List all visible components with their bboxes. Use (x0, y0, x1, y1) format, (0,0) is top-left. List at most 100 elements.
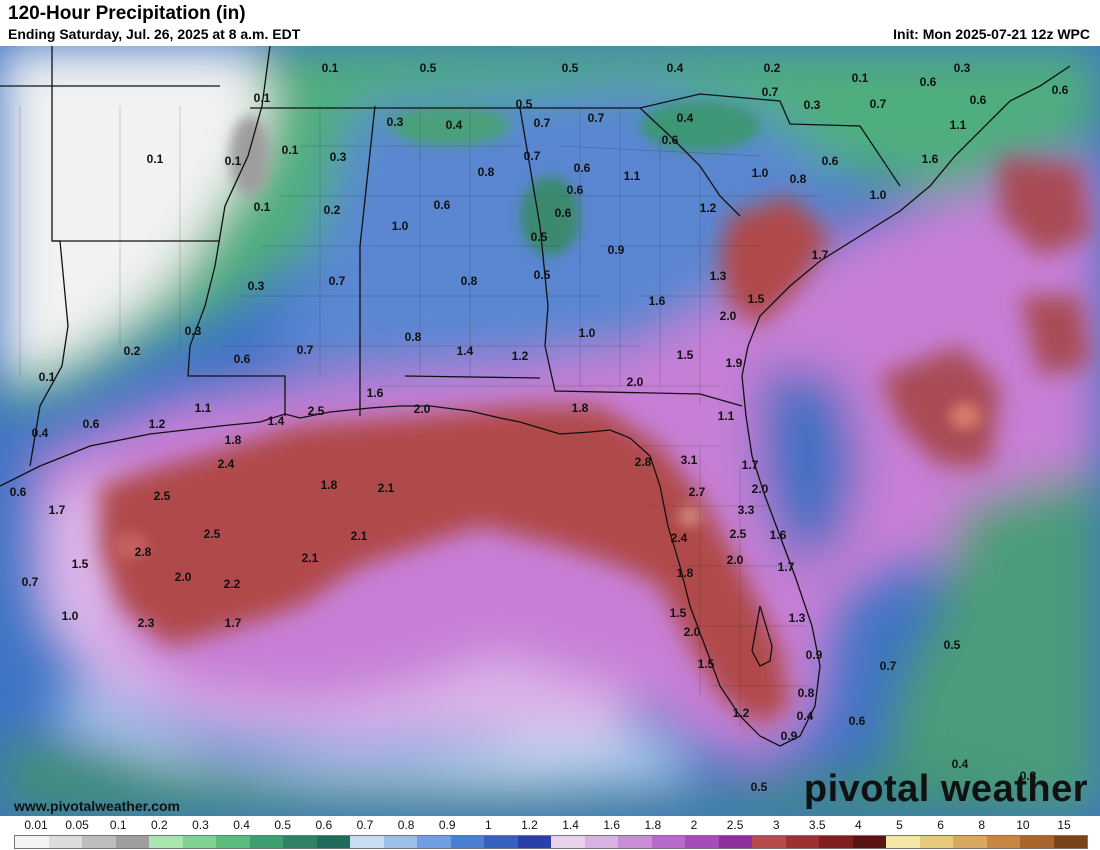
precip-value-label: 1.1 (950, 118, 967, 132)
precip-value-label: 1.0 (62, 609, 79, 623)
legend-label: 5 (896, 818, 903, 832)
precip-value-label: 2.0 (684, 625, 701, 639)
map-header: 120-Hour Precipitation (in) Ending Satur… (0, 0, 1100, 46)
precip-value-label: 0.6 (434, 198, 451, 212)
precip-value-label: 2.1 (302, 551, 319, 565)
precip-value-label: 2.4 (218, 457, 235, 471)
legend-label: 6 (937, 818, 944, 832)
precip-value-label: 0.1 (254, 91, 271, 105)
precip-value-label: 0.1 (225, 154, 242, 168)
precip-value-label: 0.5 (531, 230, 548, 244)
legend-label: 1.2 (521, 818, 538, 832)
precip-value-label: 2.5 (308, 404, 325, 418)
precip-value-label: 1.5 (670, 606, 687, 620)
init-time: Init: Mon 2025-07-21 12z WPC (893, 26, 1090, 42)
precip-value-label: 0.4 (952, 757, 969, 771)
legend-label: 4 (855, 818, 862, 832)
precip-value-label: 1.0 (870, 188, 887, 202)
precip-value-label: 1.0 (579, 326, 596, 340)
precip-value-label: 0.5 (420, 61, 437, 75)
website-url[interactable]: www.pivotalweather.com (14, 798, 180, 814)
legend-swatch (752, 836, 786, 848)
legend-swatch (350, 836, 384, 848)
precip-value-label: 3.3 (738, 503, 755, 517)
precip-value-label: 3.1 (681, 453, 698, 467)
precip-value-label: 0.2 (324, 203, 341, 217)
legend-label: 2.5 (726, 818, 744, 832)
precip-value-label: 2.8 (635, 455, 652, 469)
precip-value-label: 0.3 (954, 61, 971, 75)
legend-swatch (283, 836, 317, 848)
precip-value-label: 0.8 (405, 330, 422, 344)
precip-value-label: 1.7 (778, 560, 795, 574)
precip-value-label: 0.8 (790, 172, 807, 186)
precip-value-label: 0.6 (1052, 83, 1069, 97)
legend-label: 0.6 (315, 818, 333, 832)
precip-value-label: 0.6 (822, 154, 839, 168)
legend-swatch (82, 836, 116, 848)
precip-value-label: 0.6 (234, 352, 251, 366)
precip-value-label: 0.7 (22, 575, 39, 589)
precip-value-label: 1.2 (512, 349, 529, 363)
precip-value-label: 0.1 (282, 143, 299, 157)
precip-value-label: 1.7 (812, 248, 829, 262)
valid-time: Ending Saturday, Jul. 26, 2025 at 8 a.m.… (8, 26, 301, 42)
legend-label: 3 (772, 818, 780, 832)
precip-value-label: 1.5 (748, 292, 765, 306)
legend-swatch (182, 836, 216, 848)
precip-value-label: 0.6 (567, 183, 584, 197)
precip-value-label: 1.6 (367, 386, 384, 400)
precip-value-label: 0.5 (944, 638, 961, 652)
precip-value-label: 2.0 (752, 482, 769, 496)
precip-value-label: 0.7 (588, 111, 605, 125)
legend-label: 8 (978, 818, 986, 832)
precip-value-label: 0.7 (880, 659, 897, 673)
legend-swatch (551, 836, 585, 848)
precip-value-label: 0.7 (297, 343, 314, 357)
legend-swatch (1053, 836, 1087, 848)
legend-label: 1.6 (603, 818, 621, 832)
precip-value-label: 0.5 (562, 61, 579, 75)
precip-value-label: 0.9 (781, 729, 798, 743)
precip-value-label: 1.3 (789, 611, 806, 625)
legend-label: 1 (484, 818, 492, 832)
legend-label: 0.7 (356, 818, 374, 832)
precip-value-label: 1.0 (392, 219, 409, 233)
precip-value-label: 2.0 (175, 570, 192, 584)
precip-value-label: 0.3 (185, 324, 202, 338)
precip-value-label: 2.4 (671, 531, 688, 545)
precip-value-label: 0.1 (147, 152, 164, 166)
precip-value-label: 1.6 (649, 294, 666, 308)
legend-swatch (383, 836, 417, 848)
precip-value-label: 2.3 (138, 616, 155, 630)
precipitation-map: 0.1 0.5 0.5 0.4 0.2 0.1 0.3 0.6 0.6 0.1 0.3 0.4 0.5 0… (0, 46, 1100, 816)
legend-label: 15 (1057, 818, 1071, 832)
precip-value-label: 0.7 (524, 149, 541, 163)
legend-label: 0.3 (192, 818, 209, 832)
legend-swatch (517, 836, 551, 848)
precip-value-label: 0.9 (806, 648, 823, 662)
precip-value-label: 1.7 (225, 616, 242, 630)
precip-value-label: 0.6 (555, 206, 572, 220)
precip-value-label: 0.1 (39, 370, 56, 384)
precip-value-label: 2.0 (727, 553, 744, 567)
precip-value-label: 0.4 (446, 118, 463, 132)
precip-value-label: 0.1 (852, 71, 869, 85)
precip-value-label: 0.5 (534, 268, 551, 282)
precip-value-label: 0.5 (516, 97, 533, 111)
legend-swatch (618, 836, 652, 848)
precip-value-label: 1.4 (457, 344, 474, 358)
county-lines (19, 106, 820, 726)
precip-value-label: 1.9 (726, 356, 743, 370)
precip-value-label: 0.7 (329, 274, 346, 288)
color-legend: 0.01 0.05 0.1 0.2 0.3 0.4 0.5 0.6 0.7 0.8 0.9 1 1.2 1… (0, 816, 1100, 850)
map-canvas: 0.1 0.5 0.5 0.4 0.20.10.30.60.60.10.3 0.40.50… (0, 46, 1100, 816)
precip-value-label: 0.6 (849, 714, 866, 728)
legend-label: 0.4 (233, 818, 250, 832)
precip-value-label: 1.1 (624, 169, 641, 183)
precip-value-label: 1.2 (149, 417, 166, 431)
precip-value-label: 0.7 (534, 116, 551, 130)
precip-value-label: 1.1 (195, 401, 212, 415)
precip-value-label: 1.6 (922, 152, 939, 166)
precip-value-label: 0.9 (608, 243, 625, 257)
